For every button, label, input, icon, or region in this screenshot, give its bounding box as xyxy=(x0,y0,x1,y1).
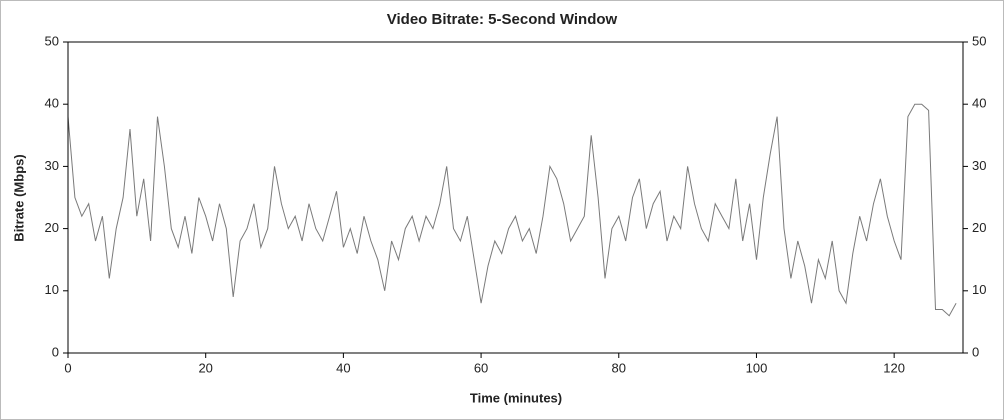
bitrate-line xyxy=(67,103,957,317)
y-tick-label: 0 xyxy=(52,344,59,359)
x-axis-label: Time (minutes) xyxy=(470,390,562,405)
x-tick-label: 60 xyxy=(474,360,488,375)
plot-border xyxy=(67,41,964,354)
y-tick-label: 30 xyxy=(45,158,59,173)
y2-tick-label: 50 xyxy=(972,33,986,48)
plot-area xyxy=(68,42,963,353)
y2-tick-label: 30 xyxy=(972,158,986,173)
y2-tick-label: 40 xyxy=(972,96,986,111)
x-tick-label: 120 xyxy=(883,360,905,375)
x-tick-label: 100 xyxy=(746,360,768,375)
y2-tick-label: 20 xyxy=(972,220,986,235)
y-tick-label: 40 xyxy=(45,96,59,111)
x-tick-label: 0 xyxy=(64,360,71,375)
y2-tick-label: 10 xyxy=(972,282,986,297)
y-tick-label: 10 xyxy=(45,282,59,297)
y2-tick-label: 0 xyxy=(972,344,979,359)
x-tick-label: 40 xyxy=(336,360,350,375)
y-axis-label: Bitrate (Mbps) xyxy=(11,154,26,241)
chart-title: Video Bitrate: 5-Second Window xyxy=(387,11,618,28)
x-tick-label: 20 xyxy=(198,360,212,375)
x-tick-label: 80 xyxy=(612,360,626,375)
y-tick-label: 20 xyxy=(45,220,59,235)
y-tick-label: 50 xyxy=(45,33,59,48)
